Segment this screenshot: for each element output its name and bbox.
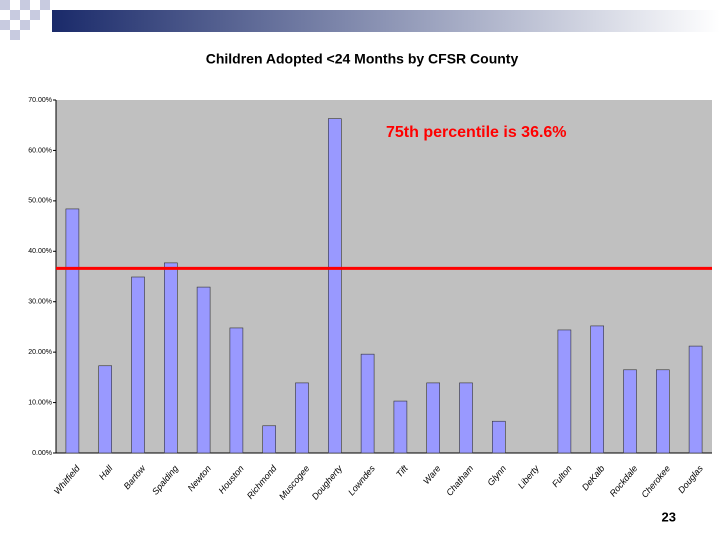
y-tick-label: 60.00% [28, 147, 52, 154]
bar [491, 420, 506, 454]
bar [459, 382, 473, 454]
bar [426, 382, 441, 454]
bar [229, 327, 244, 454]
bar [655, 369, 670, 454]
annotation: 75th percentile is 36.6% [386, 124, 567, 141]
bar [98, 365, 112, 454]
y-tick-label: 20.00% [28, 349, 52, 356]
bar [164, 262, 178, 454]
bar [262, 425, 277, 454]
header-bar [52, 10, 720, 32]
y-tick-label: 30.00% [28, 299, 52, 306]
y-tick-label: 40.00% [28, 248, 52, 255]
bar [393, 400, 408, 454]
bar [590, 325, 605, 454]
bar [557, 329, 572, 454]
y-tick-label: 70.00% [28, 97, 52, 104]
page-number: 23 [662, 509, 676, 524]
bar [360, 353, 375, 454]
plot-area [56, 100, 712, 453]
bar [623, 369, 637, 454]
bar [131, 276, 145, 454]
bar [65, 208, 80, 454]
y-tick-label: 50.00% [28, 198, 52, 205]
y-tick-label: 10.00% [28, 399, 52, 406]
bar [295, 382, 309, 454]
bar [688, 345, 703, 454]
decoration [0, 0, 50, 40]
chart-title: Children Adopted <24 Months by CFSR Coun… [206, 51, 519, 67]
bar [327, 118, 342, 454]
bar [196, 286, 211, 454]
y-tick-label: 0.00% [32, 450, 52, 457]
